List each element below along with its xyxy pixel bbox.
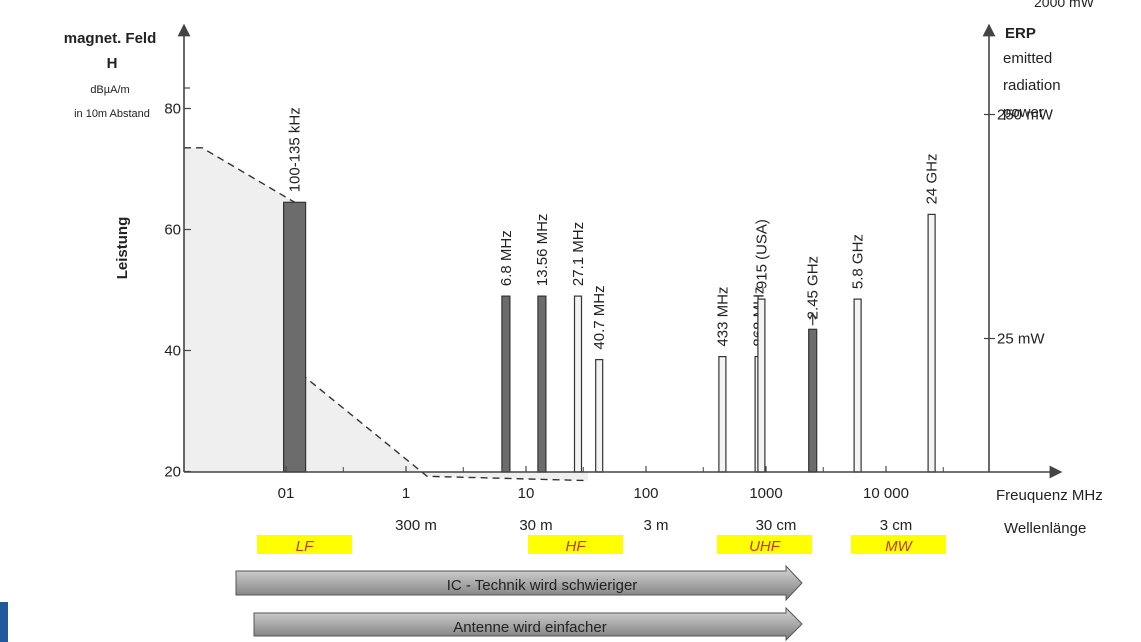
wavelength-label-1: 30 m [519,517,552,534]
right-axis-subtitle-2: radiation [1003,77,1061,94]
right-tick-label-0: 250 mW [997,107,1054,124]
left-axis-title: magnet. Feld [64,30,157,47]
limit-shaded-area [184,147,589,481]
corner-accent [0,602,8,642]
right-axis-top-note: 2000 mW [1034,0,1094,10]
x-tick-label-1: 1 [402,485,410,502]
x-axis-label: Freuquenz MHz [996,487,1103,504]
bar-27-1-mhz [573,295,583,473]
bar-13-56-mhz [537,295,547,473]
bar-label-13-56-mhz: 13.56 MHz [534,214,551,287]
bar-100-135-khz [283,201,307,473]
x-tick-label-2: 10 [518,485,535,502]
right-tick-label-1: 25 mW [997,331,1045,348]
wavelength-label-4: 3 cm [880,517,913,534]
x-tick-label-0: 01 [278,485,295,502]
bar-5-8-ghz [853,298,862,473]
band-label-lf: LF [296,538,314,555]
x-tick-label-4: 1000 [749,485,782,502]
wavelength-label-0: 300 m [395,517,437,534]
band-label-hf: HF [566,538,587,555]
wavelength-label-2: 3 m [643,517,668,534]
ticks-layer: 20 40 60 80 250 mW 25 mW 01 1 10 100 1000 10 000 300… [164,101,1053,535]
wavelength-label: Wellenlänge [1004,520,1086,537]
bar-label-27-1-mhz: 27.1 MHz [570,222,587,286]
bar-label-5-8-ghz: 5.8 GHz [850,234,867,289]
bar-label-915-usa: 915 (USA) [753,219,770,289]
bar-915-usa [757,298,766,473]
left-axis-ylabel: Leistung [114,217,131,280]
bar-6-8-mhz [501,295,511,473]
bar-label-6-8-mhz: 6.8 MHz [498,230,515,286]
bar-24-ghz [927,213,936,473]
bar-label-433-mhz: 433 MHz [714,287,731,347]
band-marker-mw [851,535,946,554]
band-marker-lf [257,535,352,554]
bar-40-7-mhz [595,359,604,473]
bar-label-100-135-khz: 100-135 kHz [287,107,304,192]
band-marker-hf [528,535,623,554]
left-axis-note: in 10m Abstand [74,108,150,120]
limit-area-layer [184,147,589,482]
bar-2-45-ghz [808,328,818,473]
antenna-arrow-label: Antenne wird einfacher [453,619,606,636]
bar-433-mhz [718,356,727,473]
left-tick-label-60: 60 [164,222,181,239]
band-label-uhf: UHF [749,538,781,555]
ic-technology-arrow [235,564,803,602]
ic-technology-arrow-label: IC - Technik wird schwieriger [447,577,638,594]
wavelength-label-3: 30 cm [756,517,797,534]
left-axis-unit: dBµA/m [90,84,129,96]
left-tick-label-20: 20 [164,464,181,481]
bar-label-40-7-mhz: 40.7 MHz [591,285,608,349]
left-tick-label-80: 80 [164,101,181,118]
right-axis-subtitle-1: emitted [1003,50,1052,67]
bar-label-2-45-ghz: 2.45 GHz [805,256,822,319]
up-arrow-icon [809,311,817,326]
left-tick-label-40: 40 [164,343,181,360]
x-tick-label-5: 10 000 [863,485,909,502]
antenna-arrow [253,606,803,642]
band-marker-uhf [717,535,812,554]
bars-layer: 100-135 kHz 6.8 MHz 13.56 MHz 27.1 MHz40.7 … [283,107,941,473]
left-axis-symbol: H [107,55,118,72]
band-label-mw: MW [885,538,913,555]
bar-label-24-ghz: 24 GHz [924,154,941,205]
x-tick-label-3: 100 [633,485,658,502]
right-axis-subtitle-3: power [1003,104,1044,121]
right-axis-title: ERP [1005,25,1036,42]
